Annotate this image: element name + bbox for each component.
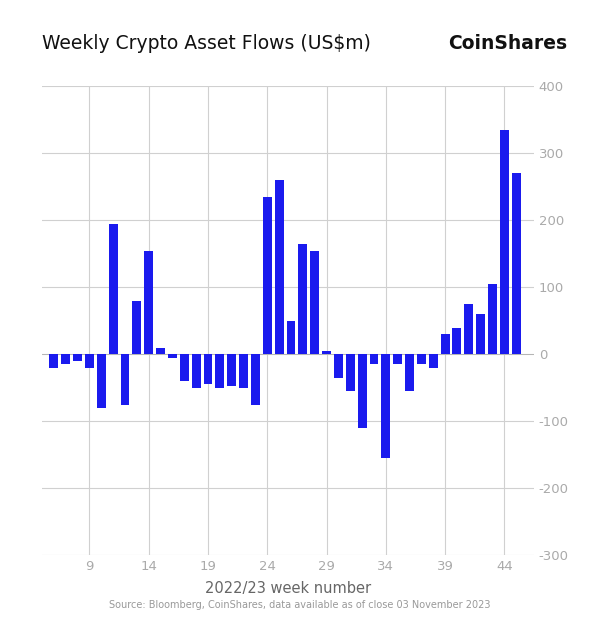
Bar (61, 354, 70, 365)
Bar (322, 351, 331, 354)
Bar (203, 354, 212, 384)
Bar (429, 354, 437, 368)
Bar (476, 314, 485, 354)
Bar (180, 354, 189, 381)
Bar (85, 354, 94, 368)
X-axis label: 2022/23 week number: 2022/23 week number (205, 581, 371, 597)
Bar (358, 354, 367, 428)
Bar (370, 354, 379, 365)
Bar (488, 284, 497, 354)
Bar (346, 354, 355, 391)
Bar (191, 354, 200, 388)
Bar (121, 354, 130, 405)
Bar (287, 321, 295, 354)
Bar (464, 304, 473, 354)
Text: Source: Bloomberg, CoinShares, data available as of close 03 November 2023: Source: Bloomberg, CoinShares, data avai… (109, 600, 491, 610)
Bar (168, 354, 177, 358)
Bar (133, 300, 141, 354)
Bar (251, 354, 260, 405)
Text: Weekly Crypto Asset Flows (US$m): Weekly Crypto Asset Flows (US$m) (42, 34, 371, 53)
Bar (109, 224, 118, 354)
Bar (227, 354, 236, 386)
Bar (405, 354, 414, 391)
Bar (382, 354, 390, 458)
Bar (144, 251, 153, 354)
Bar (156, 347, 165, 354)
Bar (417, 354, 426, 365)
Bar (73, 354, 82, 361)
Text: CoinShares: CoinShares (448, 34, 567, 53)
Bar (452, 328, 461, 354)
Bar (215, 354, 224, 388)
Bar (334, 354, 343, 378)
Bar (49, 354, 58, 368)
Bar (239, 354, 248, 388)
Bar (97, 354, 106, 408)
Bar (263, 197, 272, 354)
Bar (440, 334, 449, 354)
Bar (298, 244, 307, 354)
Bar (310, 251, 319, 354)
Bar (500, 130, 509, 354)
Bar (393, 354, 402, 365)
Bar (512, 173, 521, 354)
Bar (275, 180, 284, 354)
